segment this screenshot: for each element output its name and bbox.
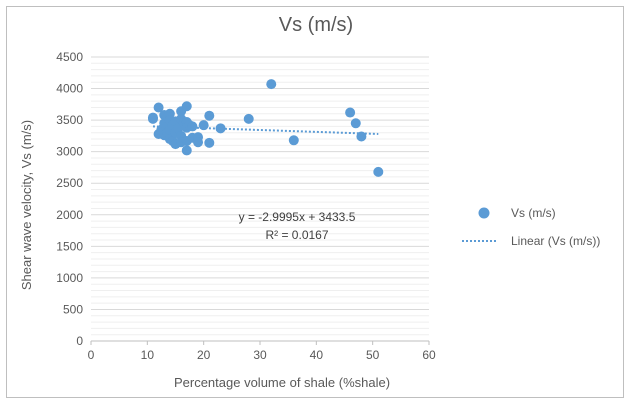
data-point [345,107,356,118]
data-point [187,121,198,132]
y-tick-label: 0 [76,334,83,348]
data-point [215,123,226,134]
x-tick-label: 0 [88,348,95,362]
data-point [204,110,215,121]
r-squared-value: R² = 0.0167 [265,228,328,242]
legend-label-trendline: Linear (Vs (m/s)) [511,234,600,248]
data-point [181,101,192,112]
x-tick-label: 60 [422,348,436,362]
data-point [193,137,204,148]
y-tick-label: 4000 [56,82,83,96]
data-point [198,120,209,131]
y-tick-label: 500 [63,302,83,316]
x-tick-label: 50 [366,348,380,362]
scatter-chart: Vs (m/s) 0500100015002000250030003500400… [19,14,600,390]
x-axis-ticks: 0 10 20 30 40 50 60 [88,341,436,362]
data-point [266,79,277,90]
y-tick-label: 4500 [56,50,83,64]
y-tick-label: 3500 [56,113,83,127]
legend: Vs (m/s) Linear (Vs (m/s)) [462,206,600,248]
trendline-equation: y = -2.9995x + 3433.5 [239,210,356,224]
chart-area: Vs (m/s) 0 500 1000 1500 2000 2500 3000 3500 400… [6,6,624,398]
data-point [288,135,299,146]
data-point [204,137,215,148]
x-tick-label: 10 [141,348,155,362]
y-tick-label: 2500 [56,176,83,190]
x-tick-label: 20 [197,348,211,362]
y-axis-ticks: 0 500 1000 1500 2000 2500 3000 3500 4000 4500 [56,50,83,348]
gridlines [91,56,429,342]
data-point [147,113,158,124]
data-point [350,118,361,129]
data-point [153,102,164,113]
x-axis-label: Percentage volume of shale (%shale) [174,375,390,390]
y-tick-label: 3000 [56,145,83,159]
legend-label-scatter: Vs (m/s) [511,206,556,220]
data-point [181,145,192,156]
data-points [147,79,384,177]
data-point [243,113,254,124]
data-point [373,166,384,177]
y-tick-label: 2000 [56,208,83,222]
x-tick-label: 30 [253,348,267,362]
x-tick-label: 40 [310,348,324,362]
y-tick-label: 1000 [56,271,83,285]
legend-marker-scatter [478,207,490,219]
chart-title: Vs (m/s) [279,14,353,36]
data-point [356,131,367,142]
y-axis-label: Shear wave velocity, Vs (m/s) [19,120,34,290]
y-tick-label: 1500 [56,239,83,253]
